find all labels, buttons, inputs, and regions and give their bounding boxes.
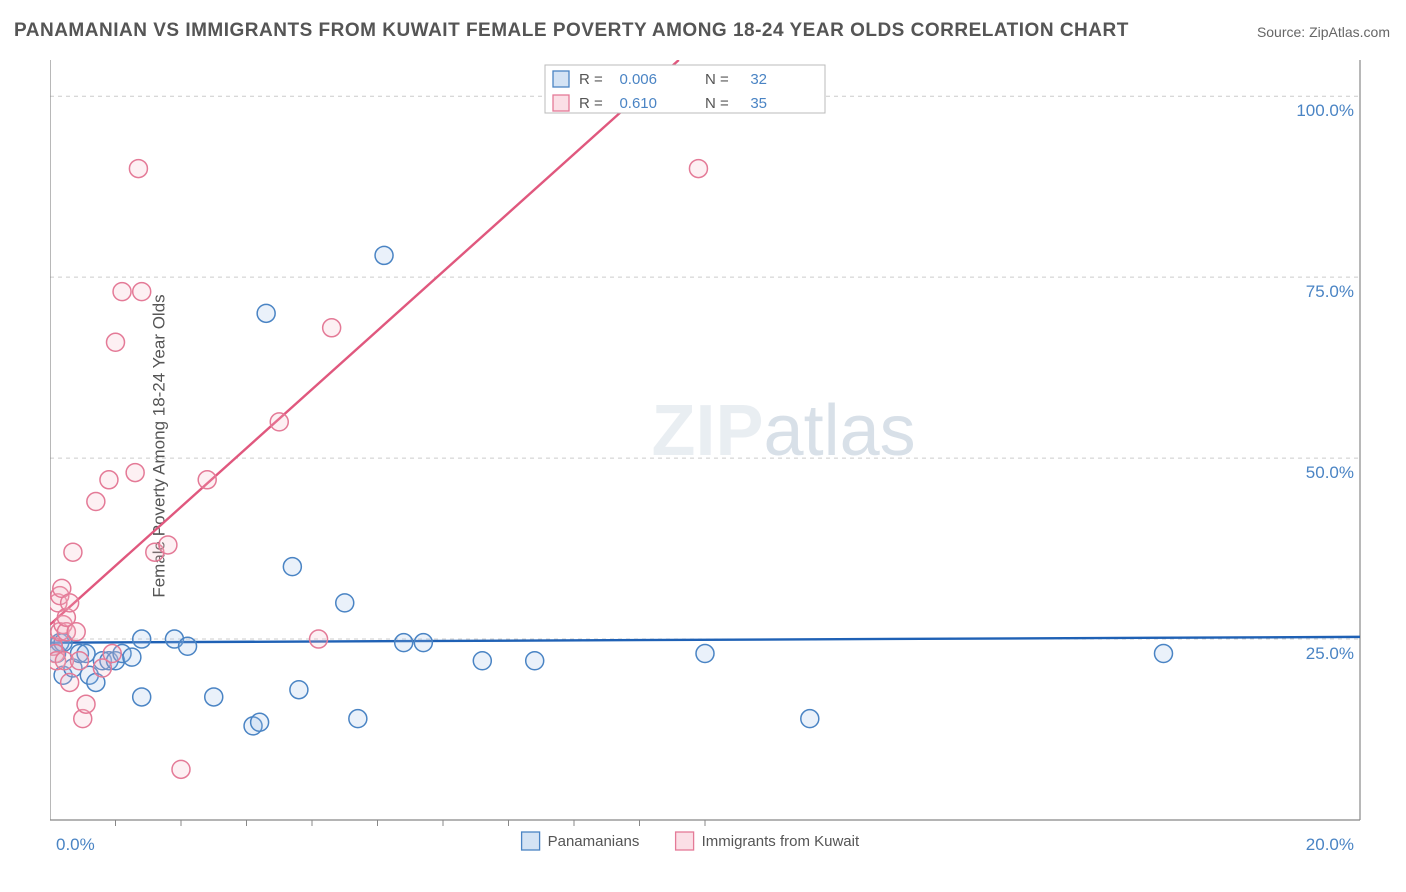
chart-area: 25.0%50.0%75.0%100.0%ZIPatlas0.0%20.0%R … (50, 60, 1370, 830)
data-point (133, 688, 151, 706)
data-point (87, 493, 105, 511)
data-point (61, 594, 79, 612)
x-tick-label: 20.0% (1306, 835, 1354, 854)
legend-series-label: Panamanians (548, 833, 640, 850)
data-point (172, 760, 190, 778)
data-point (126, 464, 144, 482)
source-prefix: Source: (1257, 24, 1309, 40)
data-point (414, 634, 432, 652)
data-point (77, 695, 95, 713)
data-point (395, 634, 413, 652)
data-point (133, 283, 151, 301)
legend-swatch (553, 71, 569, 87)
y-tick-label: 75.0% (1306, 282, 1354, 301)
data-point (205, 688, 223, 706)
legend-swatch (676, 832, 694, 850)
data-point (526, 652, 544, 670)
y-tick-label: 100.0% (1296, 101, 1354, 120)
data-point (257, 304, 275, 322)
data-point (1155, 645, 1173, 663)
legend-n-value: 32 (750, 71, 767, 88)
data-point (290, 681, 308, 699)
data-point (179, 637, 197, 655)
data-point (310, 630, 328, 648)
legend-series-label: Immigrants from Kuwait (702, 833, 860, 850)
data-point (64, 543, 82, 561)
watermark: ZIPatlas (652, 391, 916, 471)
trend-line-0 (50, 637, 1360, 643)
source-name: ZipAtlas.com (1309, 24, 1390, 40)
data-point (113, 283, 131, 301)
chart-container: PANAMANIAN VS IMMIGRANTS FROM KUWAIT FEM… (0, 0, 1406, 892)
data-point (198, 471, 216, 489)
data-point (336, 594, 354, 612)
scatter-chart-svg: 25.0% 50.0% 75.0% 100.0% ZIPatlas 0.0% 20.0% R … (50, 60, 1370, 870)
data-point (323, 319, 341, 337)
data-point (107, 333, 125, 351)
data-point (103, 645, 121, 663)
data-point (349, 710, 367, 728)
data-point (61, 673, 79, 691)
data-point (696, 645, 714, 663)
legend-swatch (522, 832, 540, 850)
y-tick-label: 50.0% (1306, 463, 1354, 482)
data-point (283, 558, 301, 576)
legend-r-value: 0.610 (619, 95, 657, 112)
data-point (375, 246, 393, 264)
data-point (100, 471, 118, 489)
source-attribution: Source: ZipAtlas.com (1257, 24, 1390, 40)
data-point (67, 623, 85, 641)
data-point (473, 652, 491, 670)
legend-r-label: R = (579, 95, 603, 112)
legend-swatch (553, 95, 569, 111)
legend-n-label: N = (705, 95, 729, 112)
data-point (270, 413, 288, 431)
data-point (129, 160, 147, 178)
legend-r-value: 0.006 (619, 71, 657, 88)
legend-n-value: 35 (750, 95, 767, 112)
y-tick-label: 25.0% (1306, 644, 1354, 663)
trend-line-1 (50, 60, 679, 625)
data-point (70, 652, 88, 670)
data-point (689, 160, 707, 178)
legend-n-label: N = (705, 71, 729, 88)
legend-r-label: R = (579, 71, 603, 88)
data-point (159, 536, 177, 554)
data-point (251, 713, 269, 731)
chart-title: PANAMANIAN VS IMMIGRANTS FROM KUWAIT FEM… (14, 20, 1129, 42)
x-tick-label: 0.0% (56, 835, 95, 854)
data-point (123, 648, 141, 666)
data-point (133, 630, 151, 648)
data-point (801, 710, 819, 728)
